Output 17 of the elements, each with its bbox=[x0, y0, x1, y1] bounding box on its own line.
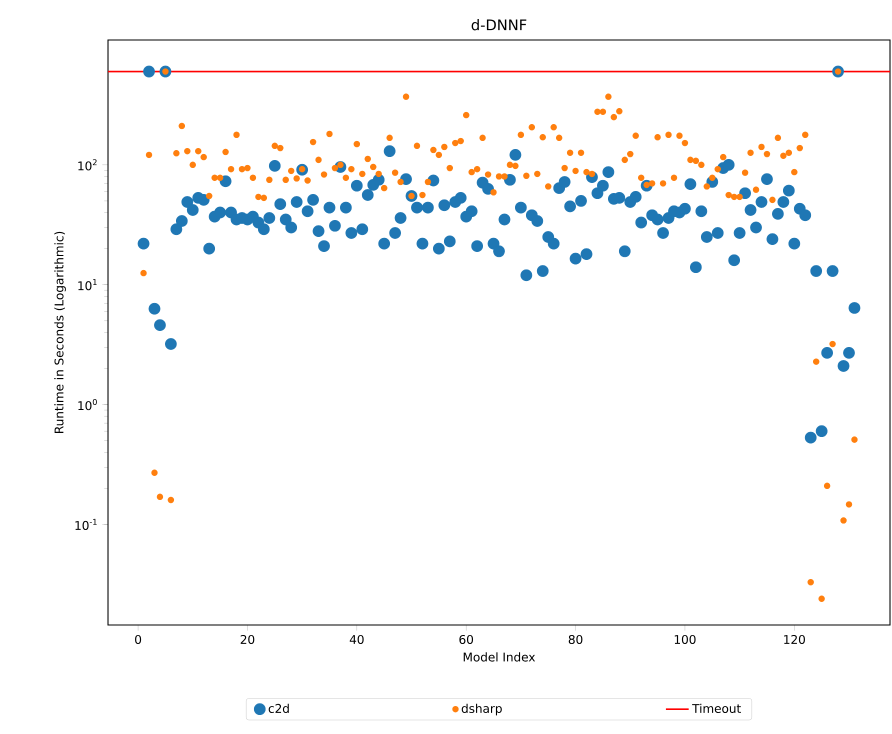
x-tick-label: 20 bbox=[240, 634, 254, 644]
legend-label: c2d bbox=[268, 704, 289, 713]
x-tick-label: 0 bbox=[135, 634, 142, 644]
y-axis-title: Runtime in Seconds (Logarithmic) bbox=[54, 232, 66, 433]
x-tick-label: 40 bbox=[350, 634, 364, 644]
x-tick-label: 80 bbox=[568, 634, 582, 644]
x-tick-label: 60 bbox=[459, 634, 474, 644]
legend-label: Timeout bbox=[692, 704, 741, 713]
y-tick-label: 10$^{0}$ bbox=[78, 398, 97, 410]
chart-title: d-DNNF bbox=[472, 19, 526, 30]
x-axis-title: Model Index bbox=[464, 652, 536, 662]
legend-label: dsharp bbox=[462, 704, 502, 716]
y-tick-label: 10$^{-1}$ bbox=[75, 518, 97, 530]
y-tick-label: 10$^{1}$ bbox=[78, 279, 97, 290]
x-tick-label: 120 bbox=[784, 634, 805, 644]
y-tick-label: 10$^{2}$ bbox=[78, 159, 97, 170]
x-tick-label: 100 bbox=[674, 634, 696, 644]
